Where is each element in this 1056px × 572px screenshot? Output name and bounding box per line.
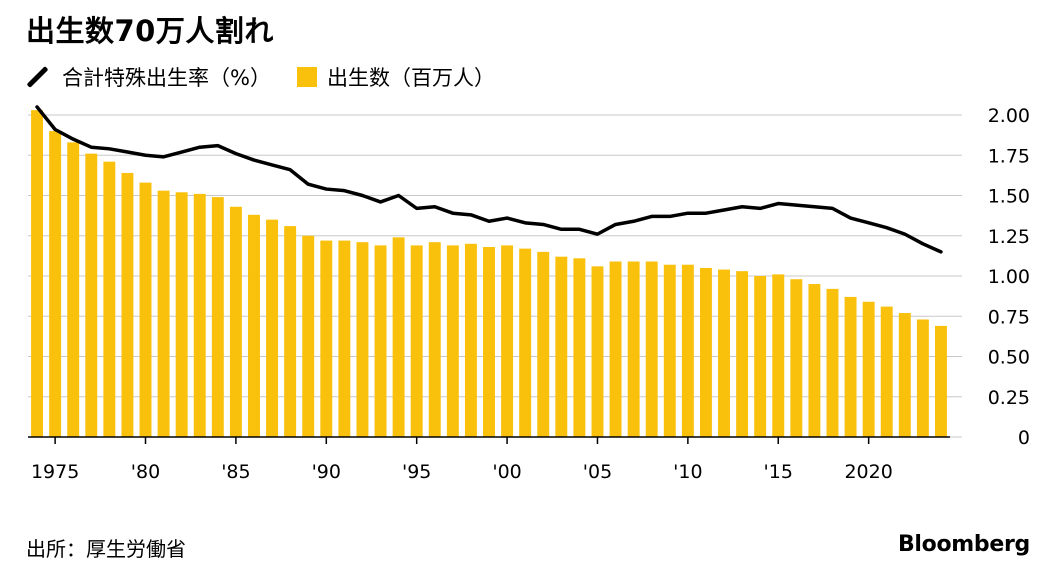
bar: [266, 219, 279, 437]
bar: [446, 245, 459, 437]
bar: [645, 261, 658, 437]
bar: [772, 274, 785, 437]
bar: [193, 193, 206, 437]
bar: [754, 276, 767, 437]
bar: [483, 247, 495, 437]
bar: [139, 182, 152, 437]
bar: [103, 161, 116, 437]
legend-label-birth-rate: 合計特殊出生率（%）: [62, 66, 271, 90]
x-tick-label: '85: [221, 461, 250, 483]
x-tick-label: '80: [131, 461, 160, 483]
bar: [519, 248, 532, 437]
y-tick-label: 0: [1018, 427, 1030, 449]
x-tick-label: '00: [492, 461, 521, 483]
bar: [157, 190, 170, 437]
bar: [338, 240, 351, 437]
bar: [808, 284, 821, 437]
bar: [67, 142, 80, 437]
bar: [609, 261, 622, 437]
x-tick-label: 1975: [31, 461, 79, 483]
bar: [934, 325, 947, 437]
brand-logo: Bloomberg: [897, 532, 1030, 557]
x-tick-label: '10: [673, 461, 702, 483]
bar: [428, 242, 441, 437]
bar: [555, 256, 568, 437]
bar: [862, 301, 875, 437]
bar: [501, 245, 514, 437]
bar: [826, 288, 839, 437]
x-tick-label: 2020: [844, 461, 892, 483]
bar: [121, 172, 134, 437]
x-tick-label: '90: [312, 461, 341, 483]
x-tick-label: '95: [402, 461, 431, 483]
bar: [31, 110, 44, 438]
bar: [356, 242, 369, 437]
bar: [248, 214, 260, 437]
bar: [49, 131, 62, 437]
bar: [681, 264, 694, 437]
y-tick-label: 2.00: [988, 105, 1030, 127]
chart-title: 出生数70万人割れ: [26, 14, 274, 48]
bar: [284, 226, 297, 437]
y-tick-label: 1.75: [988, 145, 1030, 167]
bar: [790, 279, 803, 437]
y-tick-label: 1.50: [988, 186, 1030, 208]
bar: [464, 243, 477, 437]
bar: [229, 206, 242, 437]
bar: [374, 245, 387, 437]
y-tick-label: 1.00: [988, 266, 1030, 288]
bar: [573, 258, 586, 437]
bar: [880, 306, 893, 437]
bar: [175, 192, 188, 437]
bar: [627, 261, 640, 437]
bar: [320, 240, 333, 437]
legend-label-births: 出生数（百万人）: [326, 66, 495, 90]
bar: [736, 271, 749, 437]
bar: [591, 266, 604, 437]
source-note: 出所：厚生労働省: [26, 537, 186, 561]
legend-item-births: 出生数（百万人）: [296, 62, 495, 92]
bar-swatch-icon: [296, 67, 317, 87]
y-tick-label: 0.75: [988, 306, 1030, 328]
y-tick-label: 1.25: [988, 226, 1030, 248]
bar: [844, 296, 857, 437]
bar: [699, 267, 712, 437]
y-tick-label: 0.50: [988, 347, 1030, 369]
bar: [537, 251, 550, 437]
legend: 合計特殊出生率（%） 出生数（百万人）: [26, 62, 521, 92]
x-tick-label: '05: [583, 461, 612, 483]
bar: [898, 313, 911, 437]
legend-item-birth-rate: 合計特殊出生率（%）: [26, 62, 271, 92]
bar: [718, 269, 730, 437]
y-tick-label: 0.25: [988, 387, 1030, 409]
bar: [410, 245, 423, 437]
birth-rate-line: [35, 105, 943, 254]
bar: [211, 197, 224, 437]
x-tick-label: '15: [764, 461, 793, 483]
bar: [302, 235, 315, 437]
bar: [916, 319, 929, 437]
bar: [85, 153, 98, 437]
bar: [663, 264, 676, 437]
bar: [392, 237, 405, 437]
